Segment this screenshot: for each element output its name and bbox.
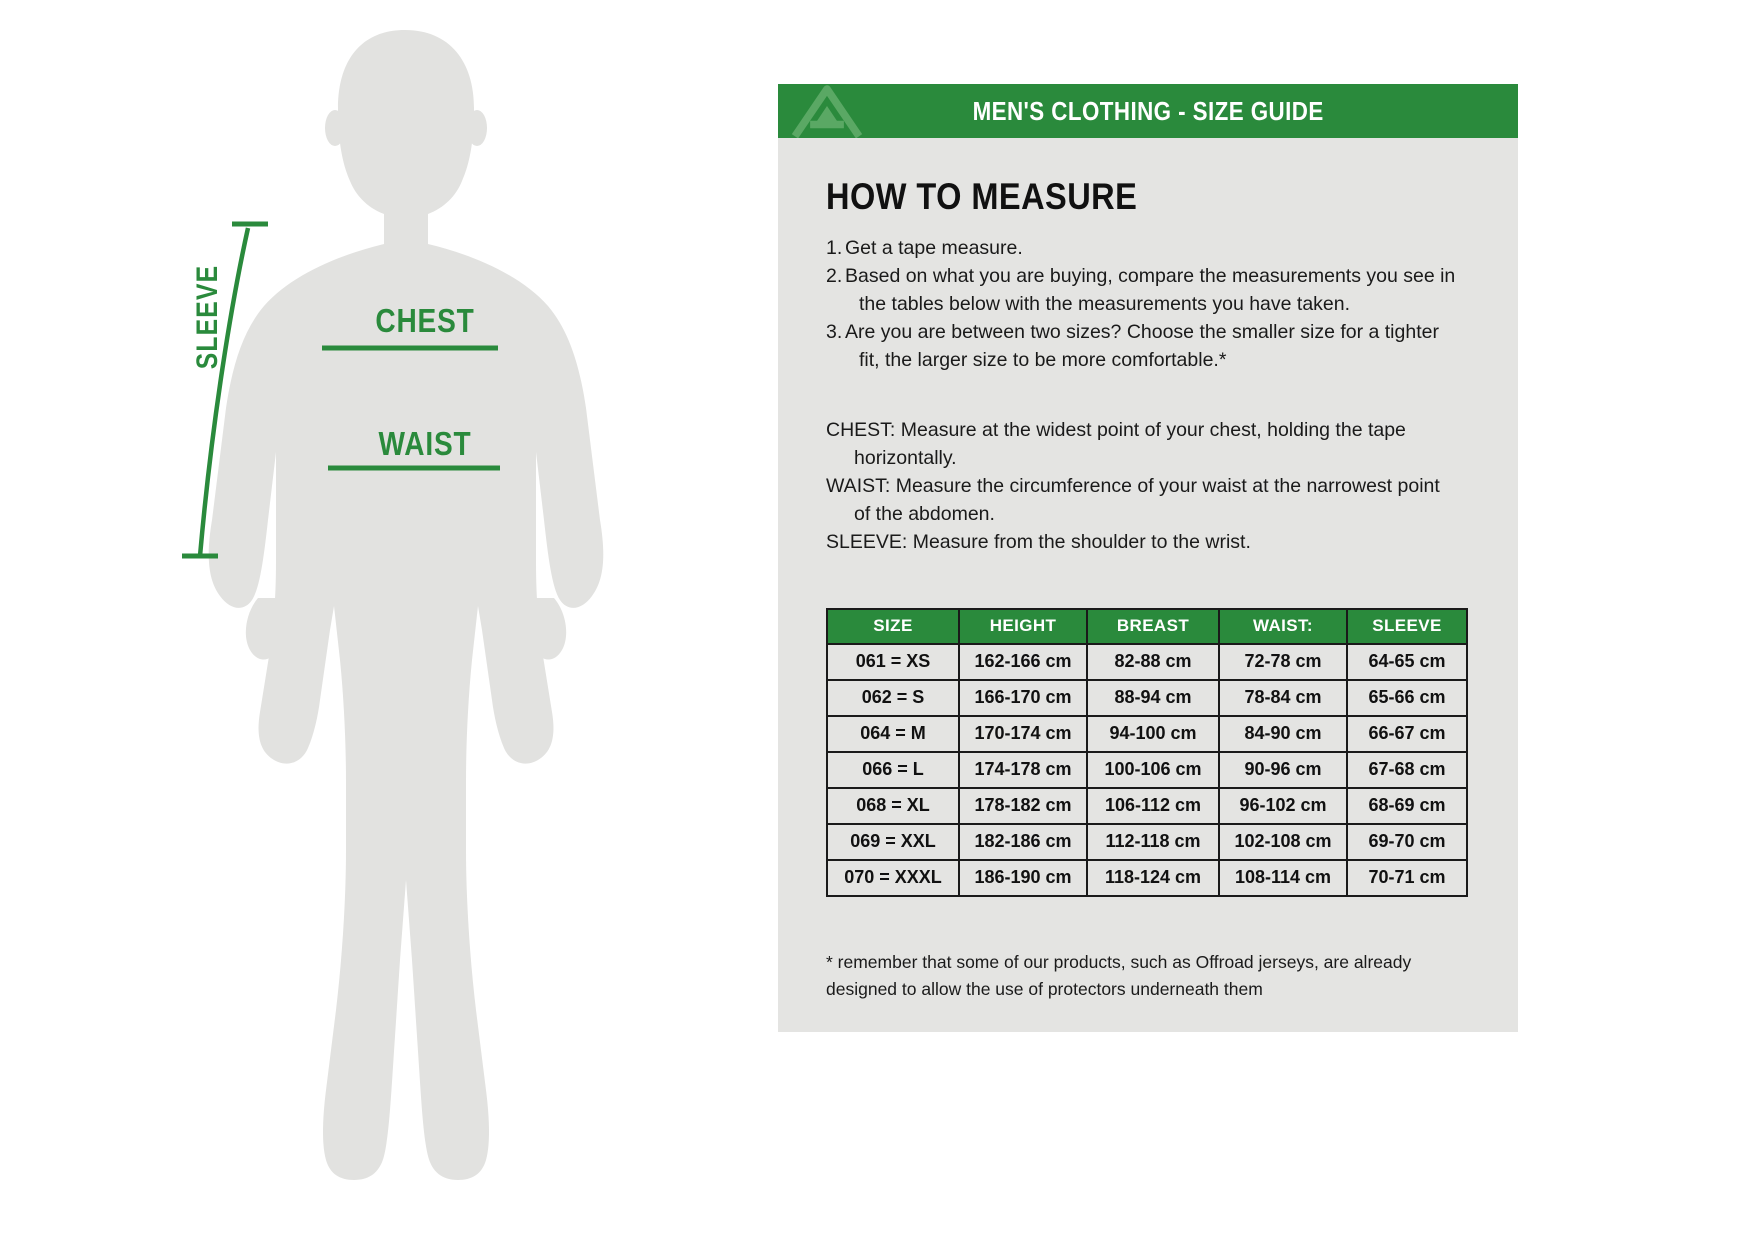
cell-sleeve: 70-71 cm	[1346, 859, 1468, 897]
table-row: 062 = S 166-170 cm 88-94 cm 78-84 cm 65-…	[826, 679, 1468, 717]
size-table-head: SIZE HEIGHT BREAST WAIST: SLEEVE	[826, 608, 1468, 645]
size-table-body: 061 = XS 162-166 cm 82-88 cm 72-78 cm 64…	[826, 643, 1468, 897]
sleeve-label: SLEEVE	[191, 264, 224, 370]
definition-sleeve: SLEEVE: Measure from the shoulder to the…	[826, 528, 1470, 556]
list-item: 2. Based on what you are buying, compare…	[826, 262, 1470, 318]
cell-breast: 106-112 cm	[1086, 787, 1220, 825]
step-number: 1.	[826, 237, 843, 259]
card-body: HOW TO MEASURE 1. Get a tape measure. 2.…	[778, 138, 1518, 1003]
cell-height: 166-170 cm	[958, 679, 1088, 717]
definition-line-1: CHEST: Measure at the widest point of yo…	[826, 419, 1406, 441]
cell-waist: 96-102 cm	[1218, 787, 1348, 825]
step-line-2: fit, the larger size to be more comforta…	[859, 349, 1227, 371]
step-line-1: Get a tape measure.	[845, 237, 1023, 259]
cell-breast: 94-100 cm	[1086, 715, 1220, 753]
definition-line-1: WAIST: Measure the circumference of your…	[826, 475, 1440, 497]
footnote: * remember that some of our products, su…	[826, 949, 1426, 1003]
cell-size: 070 = XXXL	[826, 859, 960, 897]
cell-size: 061 = XS	[826, 643, 960, 681]
cell-sleeve: 68-69 cm	[1346, 787, 1468, 825]
cell-sleeve: 69-70 cm	[1346, 823, 1468, 861]
cell-size: 062 = S	[826, 679, 960, 717]
step-line-1: Are you are between two sizes? Choose th…	[845, 321, 1439, 343]
step-text: Are you are between two sizes? Choose th…	[845, 318, 1470, 374]
cell-waist: 90-96 cm	[1218, 751, 1348, 789]
cell-height: 170-174 cm	[958, 715, 1088, 753]
column-header-waist: WAIST:	[1218, 608, 1348, 645]
cell-sleeve: 64-65 cm	[1346, 643, 1468, 681]
cell-waist: 102-108 cm	[1218, 823, 1348, 861]
cell-size: 068 = XL	[826, 787, 960, 825]
cell-sleeve: 65-66 cm	[1346, 679, 1468, 717]
definition-chest: CHEST: Measure at the widest point of yo…	[826, 416, 1470, 472]
table-row: 068 = XL 178-182 cm 106-112 cm 96-102 cm…	[826, 787, 1468, 825]
cell-sleeve: 66-67 cm	[1346, 715, 1468, 753]
steps-list: 1. Get a tape measure. 2. Based on what …	[826, 234, 1470, 374]
table-row: 069 = XXL 182-186 cm 112-118 cm 102-108 …	[826, 823, 1468, 861]
definition-line-1: SLEEVE: Measure from the shoulder to the…	[826, 531, 1251, 553]
section-title: HOW TO MEASURE	[826, 176, 1138, 217]
step-line-1: Based on what you are buying, compare th…	[845, 265, 1456, 287]
cell-breast: 112-118 cm	[1086, 823, 1220, 861]
male-silhouette-svg	[182, 30, 604, 1180]
cell-breast: 88-94 cm	[1086, 679, 1220, 717]
definition-waist: WAIST: Measure the circumference of your…	[826, 472, 1470, 528]
cell-waist: 84-90 cm	[1218, 715, 1348, 753]
definitions-block: CHEST: Measure at the widest point of yo…	[826, 416, 1470, 556]
silhouette-shape	[208, 30, 604, 1180]
step-line-2: the tables below with the measurements y…	[859, 293, 1351, 315]
definition-line-2: horizontally.	[854, 447, 957, 469]
step-number: 2.	[826, 265, 843, 287]
cell-waist: 78-84 cm	[1218, 679, 1348, 717]
column-header-breast: BREAST	[1086, 608, 1220, 645]
card-header-title: MEN'S CLOTHING - SIZE GUIDE	[972, 95, 1324, 126]
cell-waist: 72-78 cm	[1218, 643, 1348, 681]
definition-line-2: of the abdomen.	[854, 503, 995, 525]
size-guide-card: MEN'S CLOTHING - SIZE GUIDE HOW TO MEASU…	[778, 84, 1518, 1032]
cell-height: 186-190 cm	[958, 859, 1088, 897]
step-number: 3.	[826, 321, 843, 343]
footnote-line-2: designed to allow the use of protectors …	[826, 979, 1263, 999]
table-row: 070 = XXXL 186-190 cm 118-124 cm 108-114…	[826, 859, 1468, 897]
table-header-row: SIZE HEIGHT BREAST WAIST: SLEEVE	[826, 608, 1468, 645]
body-illustration: SLEEVE CHEST WAIST	[0, 0, 770, 1240]
chest-label: CHEST	[375, 302, 475, 339]
column-header-height: HEIGHT	[958, 608, 1088, 645]
table-row: 064 = M 170-174 cm 94-100 cm 84-90 cm 66…	[826, 715, 1468, 753]
step-text: Based on what you are buying, compare th…	[845, 262, 1470, 318]
cell-height: 162-166 cm	[958, 643, 1088, 681]
list-item: 3. Are you are between two sizes? Choose…	[826, 318, 1470, 374]
cell-height: 182-186 cm	[958, 823, 1088, 861]
size-table: SIZE HEIGHT BREAST WAIST: SLEEVE 061 = X…	[826, 608, 1468, 897]
cell-breast: 118-124 cm	[1086, 859, 1220, 897]
cell-breast: 82-88 cm	[1086, 643, 1220, 681]
list-item: 1. Get a tape measure.	[826, 234, 1470, 262]
brand-a-logo-icon	[791, 85, 863, 138]
step-text: Get a tape measure.	[845, 234, 1470, 262]
waist-label: WAIST	[378, 425, 472, 462]
card-header: MEN'S CLOTHING - SIZE GUIDE	[778, 84, 1518, 138]
column-header-sleeve: SLEEVE	[1346, 608, 1468, 645]
column-header-size: SIZE	[826, 608, 960, 645]
cell-size: 064 = M	[826, 715, 960, 753]
cell-breast: 100-106 cm	[1086, 751, 1220, 789]
cell-waist: 108-114 cm	[1218, 859, 1348, 897]
table-row: 061 = XS 162-166 cm 82-88 cm 72-78 cm 64…	[826, 643, 1468, 681]
cell-sleeve: 67-68 cm	[1346, 751, 1468, 789]
cell-height: 174-178 cm	[958, 751, 1088, 789]
cell-size: 066 = L	[826, 751, 960, 789]
footnote-line-1: * remember that some of our products, su…	[826, 952, 1412, 972]
table-row: 066 = L 174-178 cm 100-106 cm 90-96 cm 6…	[826, 751, 1468, 789]
cell-size: 069 = XXL	[826, 823, 960, 861]
cell-height: 178-182 cm	[958, 787, 1088, 825]
sleeve-measure-curve	[197, 227, 251, 557]
